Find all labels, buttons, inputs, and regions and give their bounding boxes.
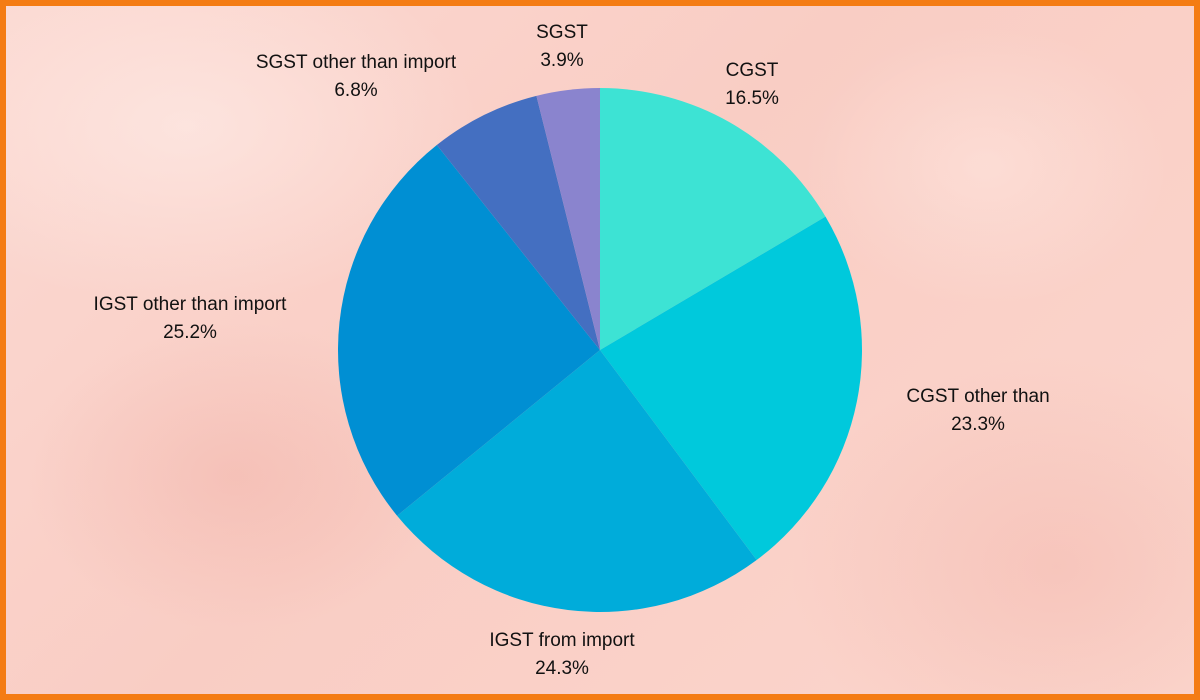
pie-slice-igst-from-import [397, 350, 757, 612]
slice-label-sgst: SGST [536, 22, 588, 43]
pie-slice-igst-other-than-import [337, 145, 600, 516]
pie-labels: CGST 16.5% CGST other than 23.3% IGST from i… [94, 22, 1050, 679]
slice-label-cgst-other-than: CGST other than [906, 386, 1049, 407]
slice-label-igst-other-than-import: IGST other than import [94, 294, 288, 315]
pie-slice-sgst [536, 88, 600, 350]
pie-chart: CGST 16.5% CGST other than 23.3% IGST from i… [94, 22, 1050, 679]
pie-slice-cgst-other-than [600, 216, 862, 561]
pie-slice-cgst [600, 88, 826, 350]
slice-value-igst-other-than-import: 25.2% [163, 322, 217, 343]
slice-value-sgst-other-than-import: 6.8% [334, 80, 377, 101]
slice-label-igst-from-import: IGST from import [489, 630, 635, 651]
pie-slices [337, 88, 862, 612]
slice-label-sgst-other-than-import: SGST other than import [256, 52, 457, 73]
pie-slice-sgst-other-than-import [436, 95, 600, 350]
slice-value-cgst: 16.5% [725, 88, 779, 109]
slice-value-sgst: 3.9% [540, 50, 583, 71]
slice-value-igst-from-import: 24.3% [535, 658, 589, 679]
slice-value-cgst-other-than: 23.3% [951, 414, 1005, 435]
slice-label-cgst: CGST [726, 60, 779, 81]
